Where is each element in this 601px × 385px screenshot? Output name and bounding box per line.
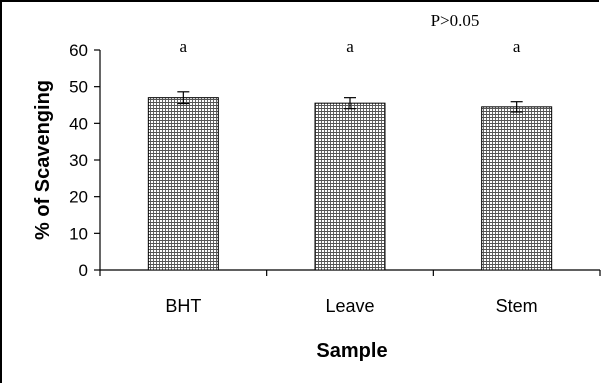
category-label: Stem: [496, 296, 538, 316]
significance-letter: a: [180, 37, 188, 56]
y-axis-title: % of Scavenging: [32, 80, 54, 240]
y-tick-label: 40: [69, 114, 88, 133]
y-tick-label: 60: [69, 41, 88, 60]
category-label: Leave: [325, 296, 374, 316]
y-tick-label: 50: [69, 78, 88, 97]
significance-annotation: P>0.05: [431, 11, 480, 30]
x-axis-title: Sample: [316, 340, 387, 362]
y-tick-label: 0: [79, 261, 88, 280]
y-tick-label: 20: [69, 188, 88, 207]
significance-letter: a: [346, 37, 354, 56]
bar-series: [147, 91, 553, 271]
category-label: BHT: [165, 296, 201, 316]
bar: [147, 97, 219, 271]
x-axis-ticks: [99, 270, 601, 276]
significance-letter: a: [513, 37, 521, 56]
y-tick-label: 30: [69, 151, 88, 170]
bar: [314, 102, 386, 271]
y-axis-ticks: 0 10 20 30 40 50 60: [69, 41, 100, 280]
category-labels: BHT Leave Stem: [165, 296, 537, 316]
y-tick-label: 10: [69, 224, 88, 243]
bar: [481, 106, 553, 271]
